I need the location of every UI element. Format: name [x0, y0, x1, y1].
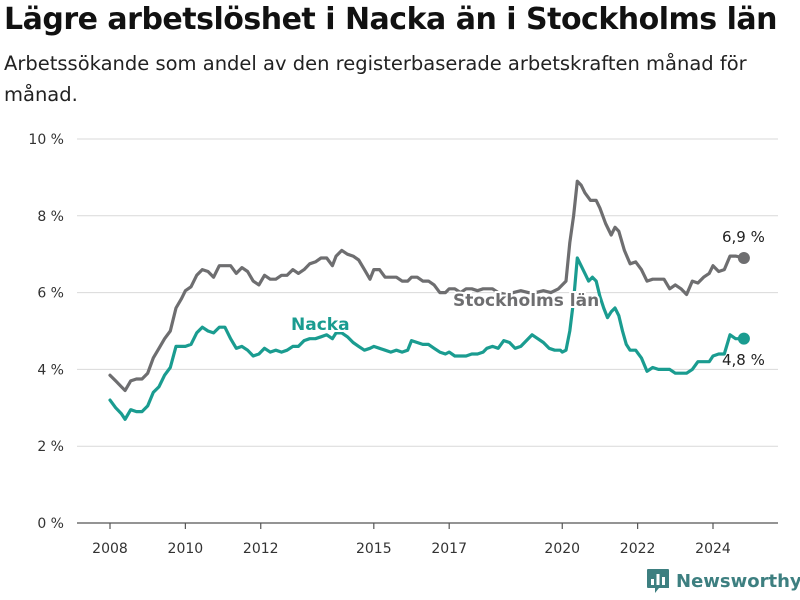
x-tick-label: 2017	[431, 541, 467, 557]
y-tick-label: 0 %	[37, 516, 64, 532]
x-tick-label: 2015	[356, 541, 392, 557]
x-tick-label: 2022	[620, 541, 656, 557]
x-axis: 2008 2010 2012 2015 2017 2020 2022 2024	[77, 522, 778, 557]
y-tick-label: 4 %	[37, 362, 64, 378]
end-point-stockholm	[737, 252, 750, 265]
y-tick-label: 8 %	[37, 209, 64, 225]
series-line-stockholm	[108, 179, 746, 393]
series-label-stockholm: Stockholms län	[453, 291, 599, 311]
brand-name: Newsworthy	[676, 570, 800, 592]
x-tick-label: 2020	[544, 541, 580, 557]
end-value-label-stockholm: 6,9 %	[722, 228, 765, 246]
series-labels: Stockholms län Nacka 6,9 % 4,8 %	[289, 228, 765, 369]
y-axis-labels: 0 % 2 % 4 % 6 % 8 % 10 %	[28, 132, 64, 532]
series-line-nacka	[108, 256, 746, 421]
x-tick-label: 2010	[168, 541, 204, 557]
x-tick-label: 2008	[92, 541, 128, 557]
newsworthy-logo: Newsworthy	[646, 568, 800, 594]
chart-subtitle: Arbetssökande som andel av den registerb…	[4, 52, 747, 106]
y-tick-label: 6 %	[37, 286, 64, 302]
series-lines	[108, 179, 750, 421]
end-value-label-nacka: 4,8 %	[722, 351, 765, 369]
y-tick-label: 10 %	[28, 132, 64, 148]
gridlines	[77, 138, 778, 447]
x-tick-label: 2012	[243, 541, 279, 557]
x-tick-label: 2024	[695, 541, 731, 557]
chart-title: Lägre arbetslöshet i Nacka än i Stockhol…	[4, 2, 777, 37]
end-point-nacka	[737, 332, 750, 345]
y-tick-label: 2 %	[37, 439, 64, 455]
series-label-nacka: Nacka	[291, 315, 350, 335]
newsworthy-bar-chart-icon	[647, 569, 669, 593]
